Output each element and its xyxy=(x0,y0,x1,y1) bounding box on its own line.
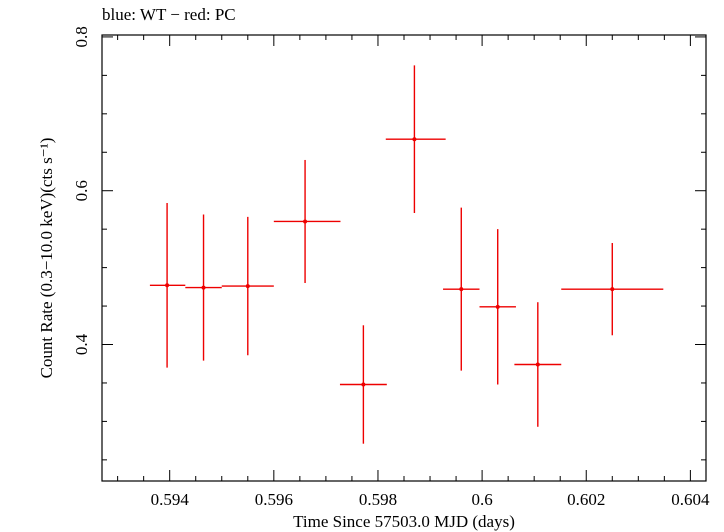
x-tick-label: 0.604 xyxy=(671,490,710,509)
data-marker xyxy=(459,287,464,292)
x-tick-label: 0.598 xyxy=(359,490,397,509)
data-point xyxy=(479,229,516,385)
plot-frame xyxy=(101,34,707,482)
x-tick-label: 0.602 xyxy=(567,490,605,509)
data-marker xyxy=(201,285,206,290)
data-point xyxy=(561,243,664,336)
x-tick-label: 0.6 xyxy=(471,490,492,509)
data-marker xyxy=(245,284,250,289)
y-tick-label: 0.6 xyxy=(72,180,91,201)
data-marker xyxy=(412,137,417,142)
data-point xyxy=(221,216,274,356)
y-axis-ticks: 0.4 0.6 0.8 xyxy=(72,26,706,461)
y-tick-label: 0.8 xyxy=(72,26,91,47)
data-point xyxy=(185,214,222,361)
chart-title: blue: WT − red: PC xyxy=(102,5,236,24)
data-point xyxy=(273,159,341,283)
y-axis-label: Count Rate (0.3−10.0 keV)(cts s⁻¹) xyxy=(37,138,56,379)
data-point xyxy=(443,207,480,371)
data-marker xyxy=(165,283,170,288)
x-tick-label: 0.594 xyxy=(151,490,190,509)
y-tick-label: 0.4 xyxy=(72,333,91,355)
data-marker xyxy=(610,287,615,292)
data-point xyxy=(339,325,387,444)
data-marker xyxy=(535,362,540,367)
data-marker xyxy=(303,219,308,224)
x-axis-label: Time Since 57503.0 MJD (days) xyxy=(293,512,515,531)
data-points xyxy=(149,65,664,444)
data-marker xyxy=(495,304,500,309)
data-point xyxy=(149,203,186,368)
data-marker xyxy=(361,382,366,387)
x-tick-label: 0.596 xyxy=(255,490,293,509)
x-axis-ticks: 0.594 0.596 0.598 0.6 0.602 0.604 xyxy=(117,35,710,509)
data-point xyxy=(514,302,562,427)
data-point xyxy=(385,65,446,214)
